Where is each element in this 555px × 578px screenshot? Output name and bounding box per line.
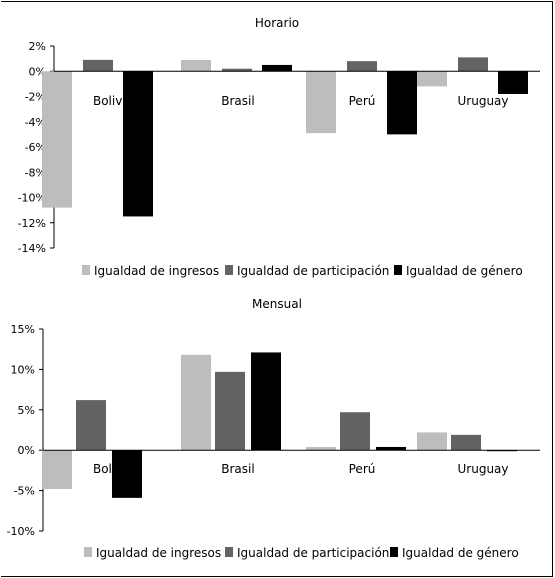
panel-1-y-tick-label: -10% [18, 192, 46, 205]
panel-1-category-label: Bolivia [93, 94, 133, 108]
panel-2-legend-swatch [390, 547, 398, 557]
panel-1-legend-swatch [394, 265, 402, 275]
panel-2-bar-brasil-1 [181, 354, 211, 451]
panel-1-bar-bolivia-3 [123, 71, 153, 217]
panel-1-bar-perú-1 [306, 71, 336, 134]
panel-2-category-label: Perú [349, 462, 376, 476]
panel-1-category-label: Perú [349, 94, 376, 108]
panel-2-bar-uruguay-1 [417, 432, 447, 451]
panel-2-bar-uruguay-2 [451, 434, 481, 451]
panel-2-title: Mensual [252, 297, 302, 311]
panel-1-y-tick-label: -6% [25, 141, 46, 154]
panel-1-legend-swatch [225, 265, 233, 275]
panel-2-bar-bolivia-2 [76, 400, 106, 451]
panel-2-y-tick-label: -10% [7, 525, 35, 538]
panel-1-bar-uruguay-3 [498, 71, 528, 94]
panel-2-category-label: Bolivia [93, 462, 133, 476]
panel-2-y-tick-label: -5% [14, 485, 35, 498]
panel-1-bar-brasil-1 [181, 59, 211, 72]
panel-1-bar-bolivia-2 [83, 59, 113, 72]
panel-1-bar-brasil-2 [222, 68, 252, 72]
panel-2-category-label: Uruguay [458, 462, 509, 476]
panel-1-category-label: Brasil [221, 94, 254, 108]
panel-1-legend-label: Igualdad de género [406, 264, 523, 278]
panel-1-bar-brasil-3 [262, 64, 292, 72]
panel-1-y-tick-label: -12% [18, 217, 46, 230]
panel-2-legend-swatch [84, 547, 92, 557]
panel-1-y-tick-label: 0% [29, 65, 46, 78]
panel-2-y-tick-label: 5% [18, 404, 35, 417]
panel-2-bar-perú-2 [340, 412, 370, 451]
panel-1-bar-uruguay-2 [458, 57, 488, 72]
panel-2-y-tick-label: 15% [11, 323, 35, 336]
panel-2-bar-perú-1 [306, 446, 336, 451]
panel-2-bar-bolivia-1 [42, 450, 72, 489]
panel-1-legend-label: Igualdad de ingresos [94, 264, 219, 278]
panel-1-y-tick-label: 2% [29, 40, 46, 53]
panel-2-legend-label: Igualdad de género [402, 546, 519, 560]
panel-2-legend-label: Igualdad de ingresos [96, 546, 221, 560]
panel-2-y-tick-label: 0% [18, 444, 35, 457]
panel-1-y-tick-label: -4% [25, 116, 46, 129]
panel-2-bar-brasil-2 [215, 371, 245, 451]
panel-1-y-tick-label: -14% [18, 242, 46, 255]
panel-1-bar-perú-2 [347, 61, 377, 72]
panel-2-bar-bolivia-3 [112, 450, 142, 498]
panel-2-bar-perú-3 [376, 446, 406, 451]
panel-2-legend-label: Igualdad de participación [237, 546, 389, 560]
panel-2-legend-swatch [225, 547, 233, 557]
panel-1-bar-uruguay-1 [417, 71, 447, 87]
panel-1-y-tick-label: -8% [25, 166, 46, 179]
panel-1-legend-label: Igualdad de participación [237, 264, 389, 278]
panel-1-y-tick-label: -2% [25, 91, 46, 104]
panel-1-title: Horario [255, 16, 299, 30]
panel-1-bar-bolivia-1 [42, 71, 72, 208]
panel-2-y-tick-label: 10% [11, 363, 35, 376]
panel-2-bar-brasil-3 [251, 352, 281, 451]
panel-1-legend-swatch [82, 265, 90, 275]
panel-1-bar-perú-3 [387, 71, 417, 135]
panel-1-category-label: Uruguay [458, 94, 509, 108]
panel-2-category-label: Brasil [221, 462, 254, 476]
